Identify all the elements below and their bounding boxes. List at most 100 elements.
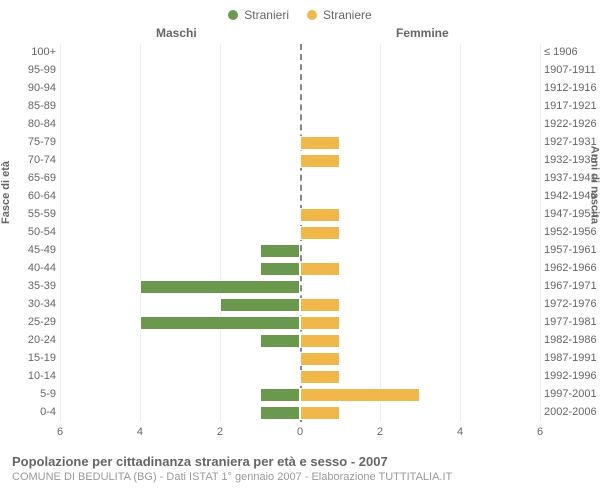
year-label: 1907-1911 [544,64,600,76]
year-label: 1992-1996 [544,370,600,382]
header-female: Femmine [396,26,449,40]
age-row: 70-741932-1936 [60,152,540,170]
column-headers: Maschi Femmine [60,26,540,44]
x-tick-label: 2 [217,426,223,438]
year-label: 1952-1956 [544,226,600,238]
bar-male [260,406,300,420]
age-row: 80-841922-1926 [60,116,540,134]
age-row: 45-491957-1961 [60,242,540,260]
legend-item-male: Stranieri [228,8,289,22]
legend-label-female: Straniere [323,8,372,22]
bar-male [260,388,300,402]
age-label: 75-79 [6,136,56,148]
age-row: 95-991907-1911 [60,62,540,80]
age-row: 50-541952-1956 [60,224,540,242]
year-label: 1962-1966 [544,262,600,274]
age-label: 10-14 [6,370,56,382]
age-label: 50-54 [6,226,56,238]
age-row: 10-141992-1996 [60,368,540,386]
year-label: ≤ 1906 [544,46,600,58]
bar-female [300,334,340,348]
x-tick-label: 4 [137,426,143,438]
bar-female [300,316,340,330]
year-label: 1987-1991 [544,352,600,364]
x-tick-label: 0 [297,426,303,438]
year-label: 1997-2001 [544,388,600,400]
year-label: 1982-1986 [544,334,600,346]
year-label: 1917-1921 [544,100,600,112]
header-male: Maschi [156,26,197,40]
age-row: 40-441962-1966 [60,260,540,278]
bar-female [300,154,340,168]
chart-subtitle: COMUNE DI BEDULITA (BG) - Dati ISTAT 1° … [12,471,588,483]
legend: Stranieri Straniere [0,0,600,26]
bar-female [300,226,340,240]
y-axis-left-title: Fasce di età [0,161,12,224]
age-row: 30-341972-1976 [60,296,540,314]
bar-female [300,406,340,420]
age-row: 5-91997-2001 [60,386,540,404]
bar-female [300,370,340,384]
age-label: 20-24 [6,334,56,346]
circle-icon [228,10,238,20]
age-label: 60-64 [6,190,56,202]
age-row: 75-791927-1931 [60,134,540,152]
bar-female [300,388,420,402]
bar-male [220,298,300,312]
x-tick-label: 6 [57,426,63,438]
age-label: 0-4 [6,406,56,418]
bar-female [300,136,340,150]
legend-label-male: Stranieri [244,8,289,22]
year-label: 2002-2006 [544,406,600,418]
age-label: 55-59 [6,208,56,220]
age-label: 80-84 [6,118,56,130]
age-label: 100+ [6,46,56,58]
age-row: 0-42002-2006 [60,404,540,422]
age-row: 35-391967-1971 [60,278,540,296]
age-label: 90-94 [6,82,56,94]
age-label: 35-39 [6,280,56,292]
age-label: 15-19 [6,352,56,364]
bar-female [300,352,340,366]
age-row: 60-641942-1946 [60,188,540,206]
footer: Popolazione per cittadinanza straniera p… [0,444,600,483]
age-label: 45-49 [6,244,56,256]
age-label: 70-74 [6,154,56,166]
year-label: 1972-1976 [544,298,600,310]
x-tick-label: 2 [377,426,383,438]
age-row: 90-941912-1916 [60,80,540,98]
age-label: 30-34 [6,298,56,310]
age-row: 15-191987-1991 [60,350,540,368]
x-axis: 0 2 2 4 4 6 6 [60,422,540,444]
age-label: 95-99 [6,64,56,76]
bar-female [300,262,340,276]
age-row: 65-691937-1941 [60,170,540,188]
age-row: 20-241982-1986 [60,332,540,350]
bar-male [260,244,300,258]
pyramid-chart: 100+≤ 190695-991907-191190-941912-191685… [60,44,540,422]
age-label: 85-89 [6,100,56,112]
circle-icon [307,10,317,20]
bar-male [140,316,300,330]
bar-male [260,334,300,348]
x-tick-label: 4 [457,426,463,438]
age-label: 5-9 [6,388,56,400]
bar-female [300,298,340,312]
gridline [540,44,541,422]
year-label: 1957-1961 [544,244,600,256]
year-label: 1912-1916 [544,82,600,94]
bar-female [300,208,340,222]
x-tick-label: 6 [537,426,543,438]
age-label: 40-44 [6,262,56,274]
age-label: 25-29 [6,316,56,328]
year-label: 1977-1981 [544,316,600,328]
bar-male [140,280,300,294]
y-axis-right-title: Anni di nascita [588,146,600,224]
chart-title: Popolazione per cittadinanza straniera p… [12,454,588,469]
legend-item-female: Straniere [307,8,372,22]
age-row: 55-591947-1951 [60,206,540,224]
age-row: 25-291977-1981 [60,314,540,332]
age-row: 100+≤ 1906 [60,44,540,62]
year-label: 1967-1971 [544,280,600,292]
age-label: 65-69 [6,172,56,184]
